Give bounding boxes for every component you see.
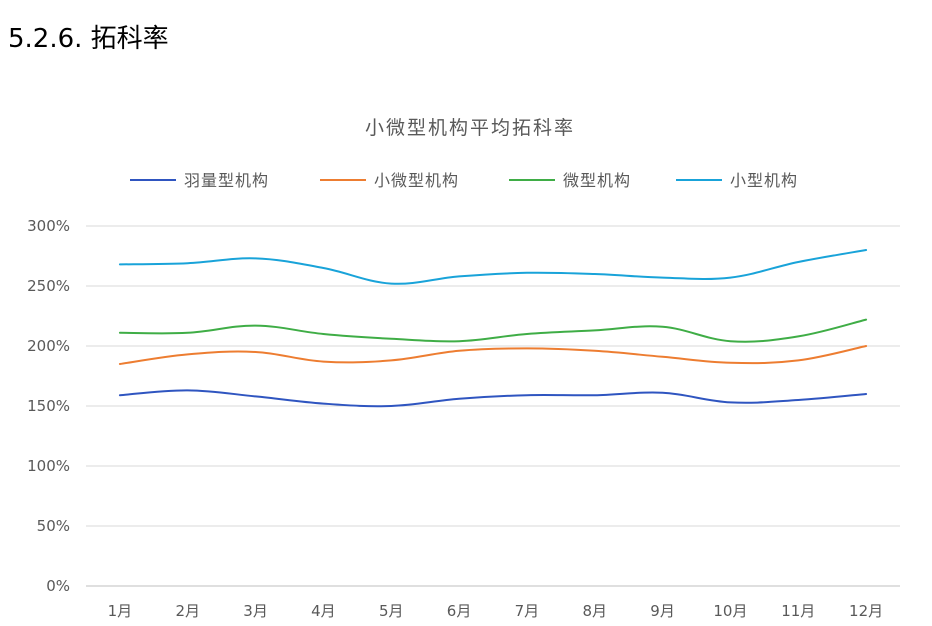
y-tick-label: 100% <box>27 457 70 475</box>
x-tick-label: 5月 <box>379 602 404 620</box>
series-line <box>118 249 868 285</box>
gridlines <box>86 225 900 587</box>
legend-label: 小微型机构 <box>374 171 459 190</box>
x-tick-label: 3月 <box>243 602 268 620</box>
section-heading: 5.2.6. 拓科率 <box>8 24 169 54</box>
y-axis: 0% 50% 100% 150% 200% 250% 300% <box>27 217 70 595</box>
y-tick-label: 200% <box>27 337 70 355</box>
y-tick-label: 150% <box>27 397 70 415</box>
y-tick-label: 250% <box>27 277 70 295</box>
x-tick-label: 10月 <box>713 602 747 620</box>
x-tick-label: 8月 <box>582 602 607 620</box>
y-tick-label: 50% <box>37 517 70 535</box>
x-tick-label: 1月 <box>108 602 133 620</box>
x-tick-label: 9月 <box>650 602 675 620</box>
x-tick-label: 2月 <box>175 602 200 620</box>
legend-label: 羽量型机构 <box>184 171 269 190</box>
series-line <box>118 345 868 365</box>
legend-label: 微型机构 <box>563 171 631 190</box>
legend: 羽量型机构 小微型机构 微型机构 小型机构 <box>130 171 798 190</box>
x-axis: 1月 2月 3月 4月 5月 6月 7月 8月 9月 10月 11月 12月 <box>108 602 883 620</box>
series-line <box>118 318 868 343</box>
x-tick-label: 11月 <box>781 602 815 620</box>
x-tick-label: 7月 <box>515 602 540 620</box>
x-tick-label: 6月 <box>447 602 472 620</box>
x-tick-label: 12月 <box>849 602 883 620</box>
series-line <box>118 389 868 408</box>
y-tick-label: 300% <box>27 217 70 235</box>
legend-label: 小型机构 <box>730 171 798 190</box>
y-tick-label: 0% <box>46 577 70 595</box>
plot-area <box>118 249 868 408</box>
x-tick-label: 4月 <box>311 602 336 620</box>
chart-title: 小微型机构平均拓科率 <box>365 117 575 139</box>
